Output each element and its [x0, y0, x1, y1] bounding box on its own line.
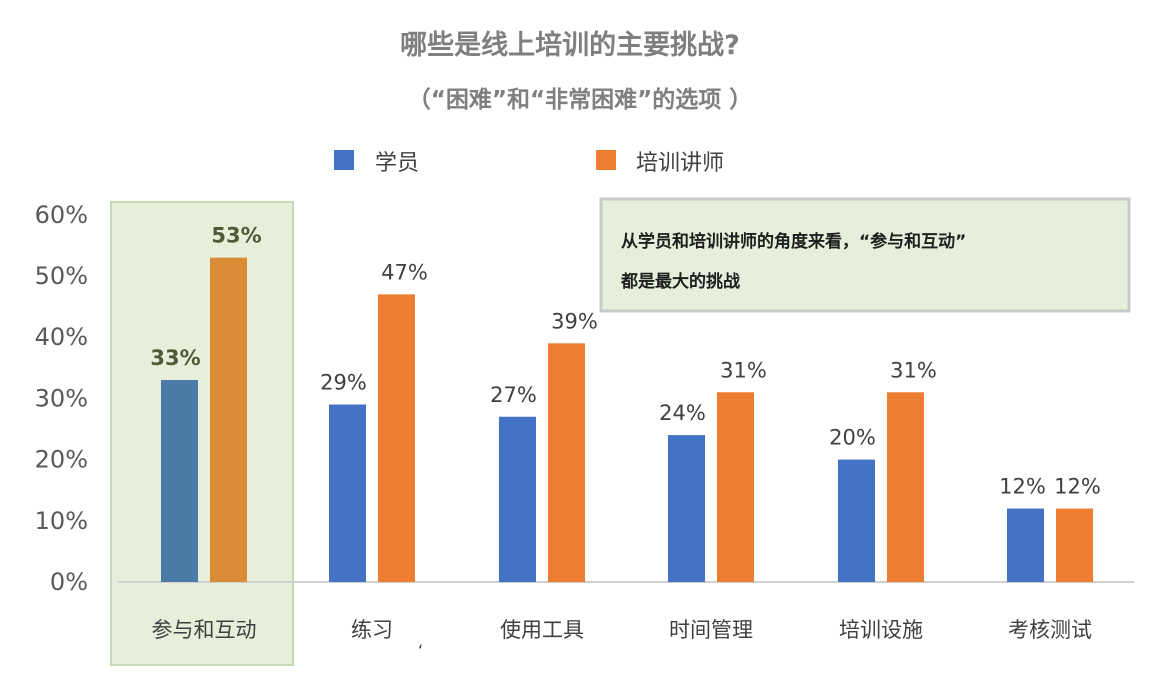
bar-trainers	[717, 392, 754, 582]
category-label: 参与和互动	[152, 618, 257, 642]
bar-students	[1007, 508, 1044, 582]
bar-students	[161, 380, 198, 582]
y-tick-label: 10%	[35, 507, 88, 535]
category-label: 练习	[351, 618, 393, 642]
data-label: 24%	[659, 401, 706, 425]
y-tick-label: 30%	[35, 384, 88, 412]
highlight-panel	[110, 201, 294, 666]
bar-trainers	[1056, 508, 1093, 582]
callout-line-1: 从学员和培训讲师的角度来看，“参与和互动”	[621, 231, 966, 252]
bar-students	[499, 416, 536, 582]
data-label: 12%	[1054, 475, 1101, 499]
y-tick-label: 50%	[35, 262, 88, 290]
category-label: 时间管理	[669, 618, 753, 642]
y-tick-label: 60%	[35, 201, 88, 229]
legend-label-trainers: 培训讲师	[636, 151, 724, 176]
data-label: 20%	[829, 426, 876, 450]
bars	[161, 257, 1093, 582]
bar-students	[329, 404, 366, 582]
data-labels: 33% 53% 29% 47% 27% 39% 24% 31% 20% 31% 12% 12%	[150, 224, 1100, 499]
data-label: 47%	[381, 260, 428, 284]
callout-box	[599, 197, 1131, 313]
data-label: 33%	[150, 346, 200, 370]
category-label: 培训设施	[839, 618, 923, 642]
bar-trainers	[378, 294, 415, 582]
data-label: 31%	[890, 358, 937, 382]
category-label: 考核测试	[1008, 618, 1092, 642]
data-label: 12%	[999, 475, 1046, 499]
bar-trainers	[887, 392, 924, 582]
y-tick-label: 40%	[35, 323, 88, 351]
y-tick-label: 0%	[50, 568, 88, 596]
legend-label-students: 学员	[375, 151, 419, 176]
y-tick-label: 20%	[35, 446, 88, 474]
category-label: 使用工具	[500, 618, 584, 642]
data-label: 31%	[720, 358, 767, 382]
bar-students	[838, 459, 875, 582]
callout-line-2: 都是最大的挑战	[620, 271, 740, 292]
data-label: 29%	[320, 371, 367, 395]
data-label: 27%	[490, 383, 537, 407]
data-label: 53%	[211, 224, 261, 248]
chart-subtitle: （“困难”和“非常困难”的选项 ）	[408, 86, 752, 113]
bar-trainers	[210, 257, 247, 582]
legend-swatch-trainers	[596, 150, 616, 170]
chart-title: 哪些是线上培训的主要挑战?	[400, 29, 740, 61]
category-labels: 参与和互动 练习 使用工具 时间管理 培训设施 考核测试	[152, 618, 1093, 642]
bar-students	[668, 435, 705, 582]
y-axis-tick-labels: 0% 10% 20% 30% 40% 50% 60%	[35, 201, 88, 596]
data-label: 39%	[551, 309, 598, 333]
legend-swatch-students	[334, 150, 354, 170]
stray-mark: ‘	[418, 641, 423, 660]
bar-trainers	[548, 343, 585, 582]
